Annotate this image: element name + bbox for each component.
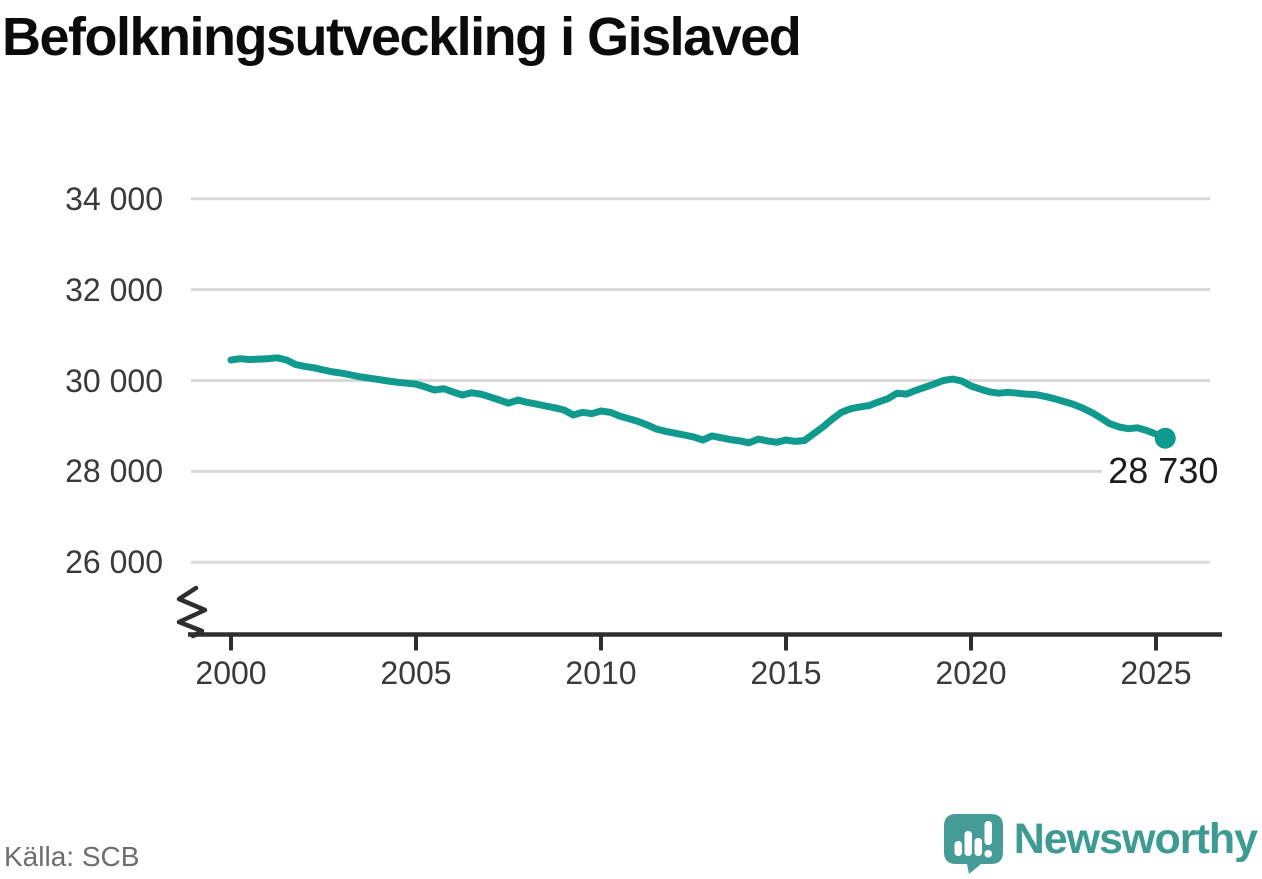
x-tick-label: 2020: [935, 655, 1007, 691]
source-note: Källa: SCB: [4, 841, 140, 872]
y-tick-label: 32 000: [65, 271, 163, 308]
y-tick-label: 28 000: [65, 453, 163, 490]
y-tick-label: 30 000: [65, 362, 163, 399]
y-tick-label: 26 000: [65, 544, 163, 581]
x-tick-label: 2005: [380, 655, 452, 691]
y-axis-break-icon: [176, 585, 208, 639]
page-title: Befolkningsutveckling i Gislaved: [2, 7, 802, 67]
end-dot: [1154, 427, 1176, 449]
y-axis-labels: 26 000 28 000 30 000 32 000 34 000: [0, 0, 163, 879]
newsworthy-logo: Newsworthy: [942, 813, 1258, 874]
population-line: [227, 354, 1169, 447]
x-tick-label: 2010: [565, 655, 637, 691]
brand-name: Newsworthy: [1013, 815, 1258, 863]
x-axis-labels: 2000 2005 2010 2015 2020 2025: [0, 653, 1262, 695]
speech-bubble-bar-chart-exclamation-icon: [943, 814, 1003, 874]
last-value-label: 28 730: [1102, 449, 1225, 493]
x-tick-label: 2025: [1120, 655, 1192, 691]
x-tick-label: 2015: [750, 655, 822, 691]
y-tick-label: 34 000: [65, 180, 163, 217]
x-tick-label: 2000: [195, 655, 267, 691]
